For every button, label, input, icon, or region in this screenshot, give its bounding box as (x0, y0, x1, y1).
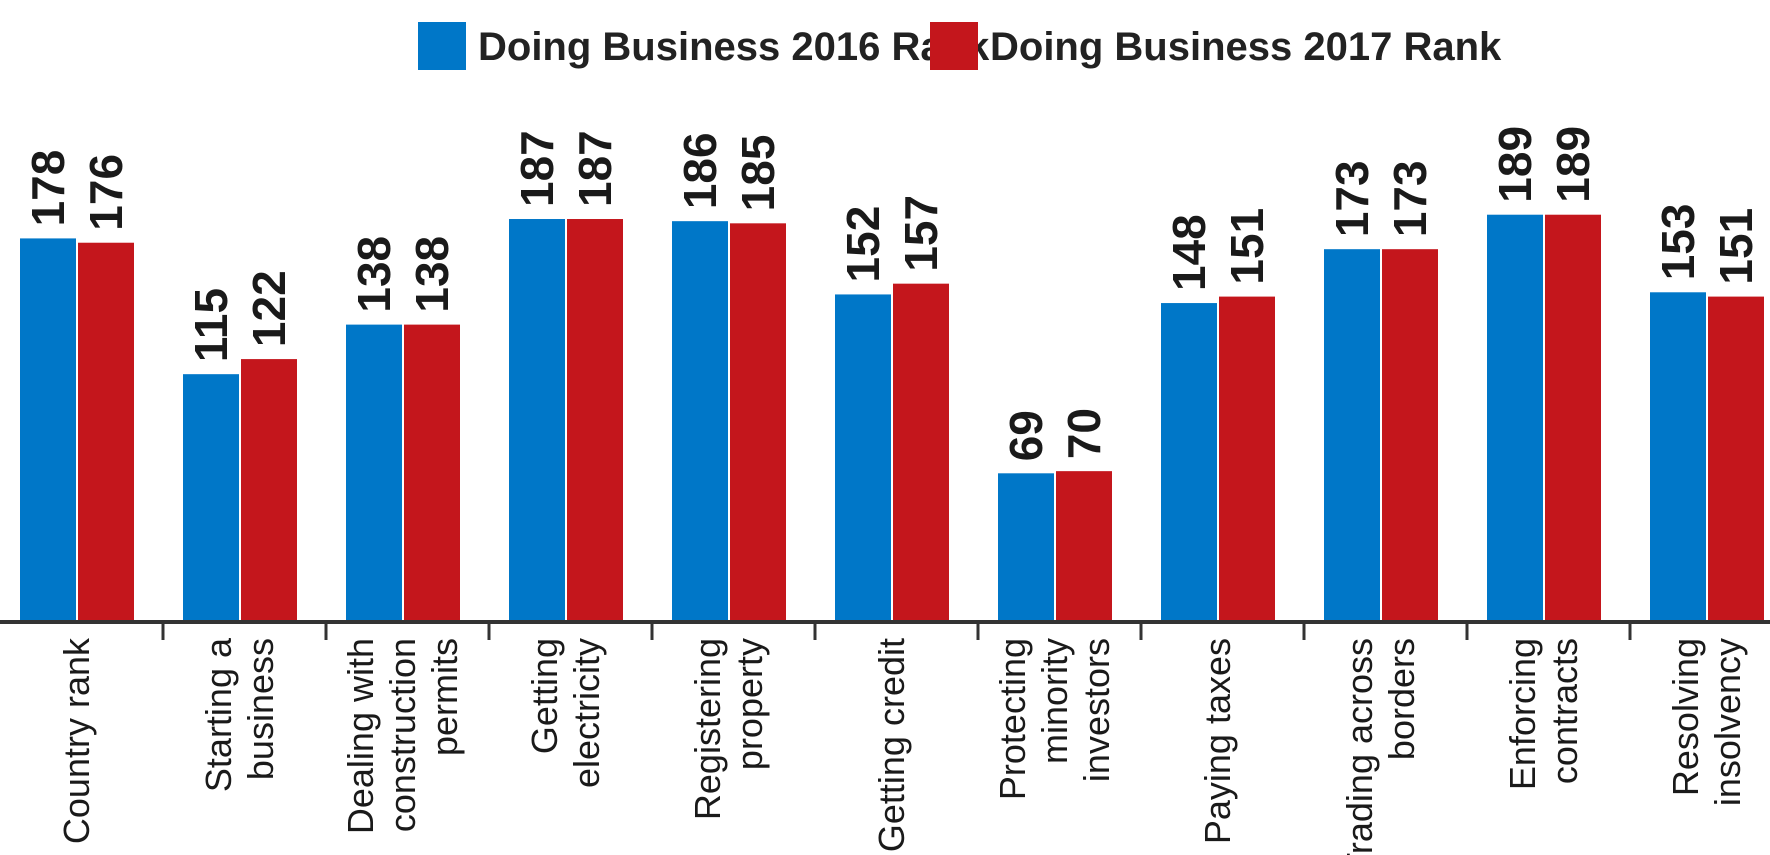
value-label-2016-8: 148 (1163, 214, 1215, 291)
category-label-1-line-1: Country rank (56, 637, 97, 844)
bar-2017-2 (241, 359, 297, 622)
value-label-2016-9: 173 (1326, 160, 1378, 237)
bar-2016-5 (672, 221, 728, 623)
legend-swatch-1 (418, 22, 466, 70)
category-label-4-line-2: electricity (566, 638, 607, 788)
value-label-2017-10: 189 (1547, 126, 1599, 203)
bar-2017-10 (1545, 214, 1601, 622)
bar-2017-3 (404, 324, 460, 622)
category-label-3-line-3: permits (424, 638, 465, 756)
category-label-3-line-2: construction (382, 638, 423, 832)
category-label-11-line-1: Resolving (1665, 638, 1706, 796)
value-label-2017-3: 138 (406, 236, 458, 313)
bar-2016-3 (346, 324, 402, 622)
category-label-7-line-2: minority (1034, 638, 1075, 764)
legend-swatch-2 (930, 22, 978, 70)
chart-legend: Doing Business 2016 Rank Doing Business 2… (418, 22, 1502, 70)
category-label-7-line-3: investors (1076, 638, 1117, 782)
bar-2016-2 (183, 374, 239, 622)
value-label-2016-5: 186 (674, 132, 726, 209)
bar-2017-5 (730, 223, 786, 622)
bar-2016-9 (1324, 249, 1380, 622)
legend-label-1: Doing Business 2016 Rank (478, 25, 990, 69)
value-label-2016-4: 187 (511, 130, 563, 207)
category-label-2-line-1: Starting a (198, 637, 239, 792)
value-label-2017-9: 173 (1384, 160, 1436, 237)
bar-2016-1 (20, 238, 76, 622)
bar-2016-11 (1650, 292, 1706, 622)
category-label-3-line-1: Dealing with (340, 638, 381, 834)
category-label-8-line-1: Paying taxes (1197, 638, 1238, 844)
value-label-2016-3: 138 (348, 236, 400, 313)
category-labels-group: Country rank Starting a business Dealing wi… (56, 637, 1748, 855)
bar-2016-6 (835, 294, 891, 622)
bar-2017-6 (893, 283, 949, 622)
category-label-9-line-1: Trading across (1339, 638, 1380, 855)
value-label-2017-1: 176 (80, 154, 132, 231)
value-label-2017-4: 187 (569, 130, 621, 207)
category-label-2-line-2: business (240, 638, 281, 780)
legend-label-2: Doing Business 2017 Rank (990, 25, 1502, 69)
category-label-5-line-1: Registering (687, 638, 728, 820)
value-label-2016-11: 153 (1652, 204, 1704, 281)
bar-2016-10 (1487, 214, 1543, 622)
category-label-6-line-1: Getting credit (871, 638, 912, 852)
value-label-2016-6: 152 (837, 206, 889, 283)
category-label-7-line-1: Protecting (992, 638, 1033, 800)
value-label-2016-2: 115 (185, 288, 237, 362)
category-label-11-line-2: insolvency (1707, 638, 1748, 806)
bar-2017-11 (1708, 296, 1764, 622)
category-label-9-line-2: borders (1381, 638, 1422, 760)
bar-2017-4 (567, 219, 623, 622)
value-label-2017-5: 185 (732, 135, 784, 212)
value-label-2017-11: 151 (1710, 208, 1762, 285)
category-label-5-line-2: property (729, 638, 770, 770)
value-label-2016-7: 69 (1000, 410, 1052, 461)
value-label-2017-2: 122 (243, 270, 295, 347)
value-labels-group: 178 176 115 122 138 138 187 187 186 185 152 157 69 70… (22, 126, 1762, 461)
x-axis-ticks (161, 622, 1632, 640)
category-label-10-line-2: contracts (1544, 638, 1585, 784)
bar-2016-8 (1161, 303, 1217, 622)
value-label-2017-6: 157 (895, 195, 947, 272)
value-label-2016-1: 178 (22, 150, 74, 227)
bar-2017-9 (1382, 249, 1438, 622)
bars-group (20, 214, 1764, 623)
bar-2016-7 (998, 473, 1054, 622)
category-label-10-line-1: Enforcing (1502, 638, 1543, 790)
value-label-2017-7: 70 (1058, 408, 1110, 459)
bar-2016-4 (509, 219, 565, 622)
bar-2017-1 (78, 242, 134, 622)
bar-2017-7 (1056, 471, 1112, 622)
category-label-4-line-1: Getting (524, 638, 565, 754)
value-label-2016-10: 189 (1489, 126, 1541, 203)
value-label-2017-8: 151 (1221, 208, 1273, 285)
bar-2017-8 (1219, 296, 1275, 622)
